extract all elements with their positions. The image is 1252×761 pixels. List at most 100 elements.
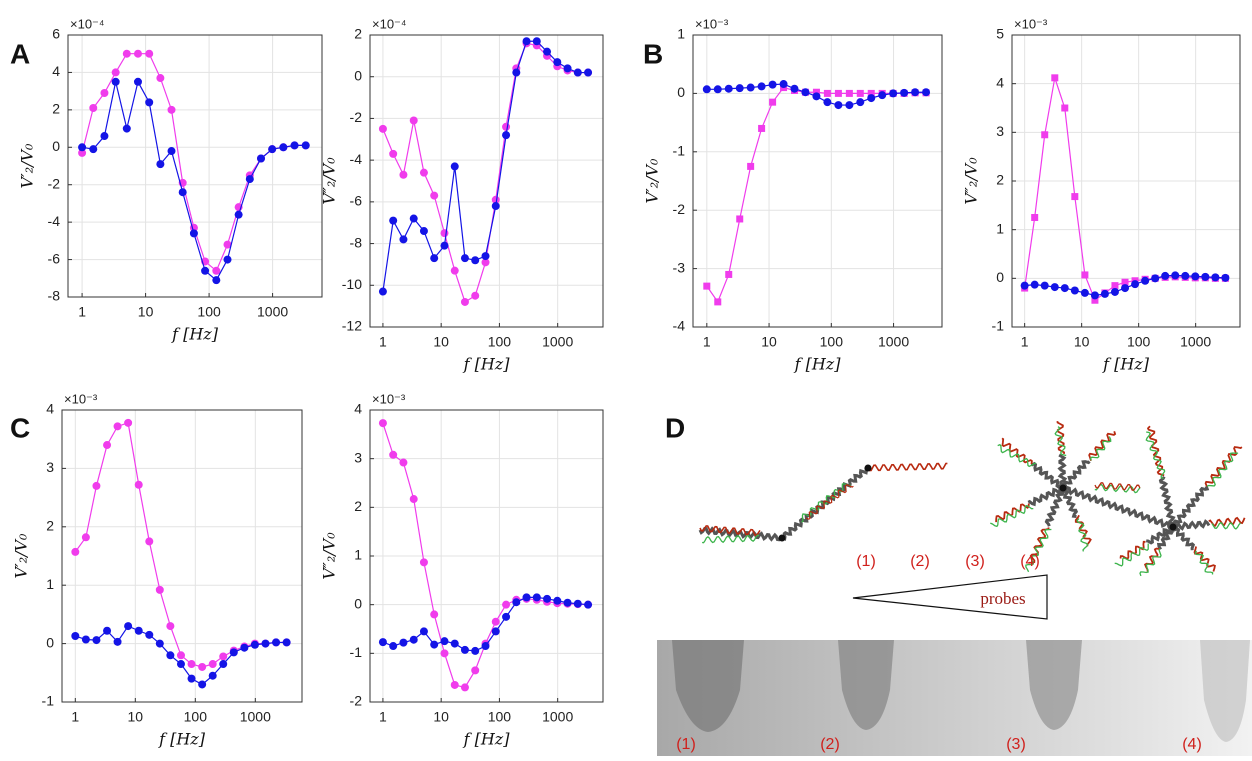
- strand: [699, 525, 761, 537]
- strand: [1139, 548, 1162, 577]
- data-point: [714, 298, 722, 306]
- data-point: [1080, 288, 1089, 297]
- data-point: [491, 617, 500, 626]
- data-point: [584, 68, 593, 77]
- y-tick-label: 0: [354, 595, 362, 611]
- y-tick-label: -12: [342, 318, 362, 334]
- data-point: [223, 255, 232, 264]
- tube: [1200, 640, 1250, 742]
- axes-box: [61, 409, 303, 703]
- photo-label: (2): [820, 736, 840, 753]
- data-point: [900, 88, 909, 97]
- data-point: [450, 680, 459, 689]
- x-tick-label: 10: [128, 709, 144, 725]
- data-point: [512, 68, 521, 77]
- data-point: [155, 585, 164, 594]
- data-point: [122, 49, 131, 58]
- y-tick-label: -8: [48, 288, 61, 304]
- data-point: [92, 481, 101, 490]
- x-tick-label: 1: [379, 709, 387, 725]
- x-tick-label: 10: [433, 334, 449, 350]
- data-point: [1040, 281, 1049, 290]
- data-point: [1030, 280, 1039, 289]
- data-point: [573, 68, 582, 77]
- data-point: [1121, 278, 1129, 286]
- data-point: [845, 89, 853, 97]
- y-tick-label: -4: [673, 318, 686, 334]
- wedge-label: probes: [980, 589, 1025, 608]
- data-point: [481, 258, 490, 267]
- data-point: [1191, 272, 1200, 281]
- x-tick-label: 100: [488, 334, 512, 350]
- data-point: [502, 131, 511, 140]
- y-tick-label: -1: [42, 693, 55, 709]
- data-point: [201, 266, 210, 275]
- data-point: [1060, 284, 1069, 293]
- data-point: [409, 116, 418, 125]
- data-point: [219, 652, 228, 661]
- y-tick-label: -3: [673, 259, 686, 275]
- strand: [1114, 543, 1149, 567]
- y-tick-label: -1: [350, 644, 363, 660]
- data-point: [156, 74, 165, 83]
- y-tick-label: -2: [673, 201, 686, 217]
- data-point: [491, 202, 500, 211]
- y-tick-label: -2: [350, 109, 363, 125]
- strand: [1062, 460, 1091, 491]
- data-point: [450, 266, 459, 275]
- data-point: [430, 191, 439, 200]
- y-tick-label: 2: [46, 518, 54, 534]
- data-point: [522, 37, 531, 46]
- data-point: [1061, 104, 1069, 112]
- data-point: [471, 256, 480, 265]
- data-point: [122, 124, 131, 133]
- data-point: [212, 266, 221, 275]
- data-point: [440, 229, 449, 238]
- data-point: [100, 132, 109, 141]
- y-tick-label: 0: [677, 84, 685, 100]
- data-point: [834, 101, 843, 110]
- y-tick-label: 3: [354, 449, 362, 465]
- data-point: [124, 418, 133, 427]
- x-axis-label: f [Hz]: [158, 730, 206, 749]
- y-tick-label: -1: [992, 318, 1005, 334]
- y-tick-label: 0: [46, 634, 54, 650]
- x-tick-label: 1: [379, 334, 387, 350]
- data-point: [1081, 271, 1089, 279]
- data-point: [111, 68, 120, 77]
- junction: [778, 534, 786, 542]
- y-axis-label: V″₂/V₀: [962, 157, 981, 205]
- data-point: [134, 626, 143, 635]
- y-tick-label: 2: [52, 101, 60, 117]
- y-tick-label: 2: [996, 172, 1004, 188]
- gel-photo: (1) (2) (3) (4): [657, 640, 1252, 756]
- x-tick-label: 1000: [542, 334, 573, 350]
- plot-area: [370, 35, 603, 327]
- data-point: [553, 596, 562, 605]
- strand: [1094, 482, 1141, 491]
- data-point: [713, 85, 722, 94]
- strand: [1208, 516, 1246, 527]
- x-tick-label: 1000: [878, 334, 909, 350]
- y-axis-label: V″₂/V₀: [320, 532, 339, 580]
- data-point: [89, 145, 98, 154]
- data-point: [845, 101, 854, 110]
- data-point: [812, 92, 821, 101]
- data-point: [78, 148, 87, 157]
- data-point: [573, 599, 582, 608]
- data-point: [757, 82, 766, 91]
- photo-label: (4): [1182, 736, 1202, 753]
- data-point: [419, 627, 428, 636]
- data-point: [1031, 214, 1039, 221]
- data-point: [89, 103, 98, 112]
- strand: [1061, 485, 1173, 531]
- data-point: [234, 210, 243, 219]
- data-point: [399, 458, 408, 467]
- x-tick-label: 1000: [1180, 334, 1211, 350]
- x-tick-label: 100: [184, 709, 208, 725]
- strand: [1025, 528, 1052, 573]
- data-point: [378, 124, 387, 133]
- data-point: [389, 642, 398, 651]
- data-point: [261, 639, 270, 648]
- strand: [1211, 521, 1241, 530]
